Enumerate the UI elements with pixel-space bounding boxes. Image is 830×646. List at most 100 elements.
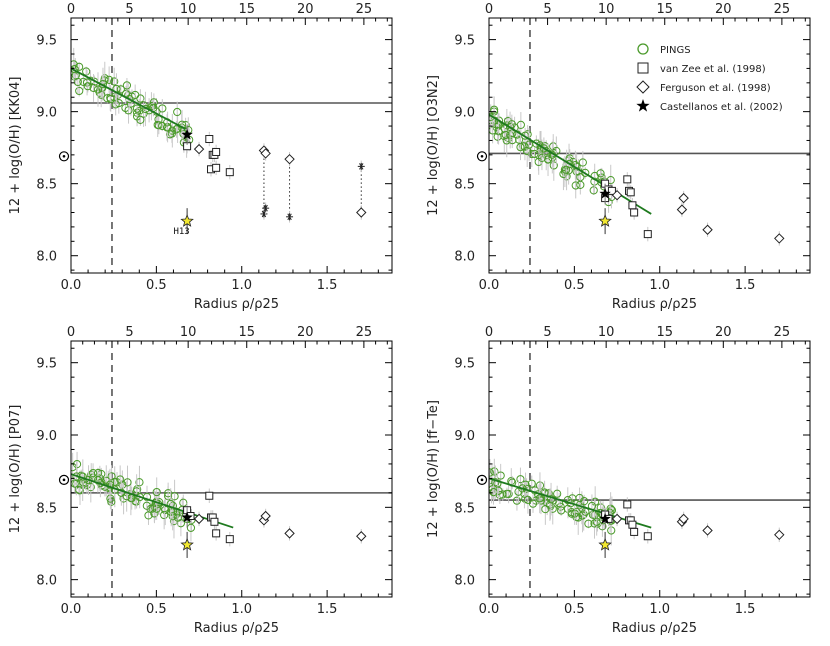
solar-symbol-icon <box>476 151 488 162</box>
y-tick-label: 8.0 <box>36 574 57 589</box>
ferguson-point <box>260 148 271 159</box>
pings-point <box>584 519 593 528</box>
x-axis-label: Radius ρ/ρ25 <box>612 621 697 636</box>
pings-point <box>82 78 92 87</box>
pings-point <box>75 62 84 71</box>
top-tick-label: 20 <box>715 325 732 340</box>
pings-point <box>158 104 167 113</box>
pings-point <box>557 506 566 515</box>
van-zee-point <box>623 175 632 184</box>
pings-point <box>118 480 127 489</box>
pings-point <box>494 127 503 136</box>
pings-point <box>142 501 151 510</box>
top-tick-label: 10 <box>180 325 197 340</box>
pings-point <box>106 94 115 104</box>
top-tick-label: 20 <box>297 325 314 340</box>
solar-symbol-icon <box>480 478 484 482</box>
pings-point <box>537 153 547 162</box>
pings-point <box>93 85 103 94</box>
pings-point <box>516 143 525 152</box>
x-tick-label: 0.0 <box>61 602 82 617</box>
y-tick-label: 8.0 <box>454 574 475 589</box>
chart-panel-2: 0.0 0.5 1.0 1.5 0 5 10 15 20 25 8.0 8.5 9.0 9.5 12 + l… <box>426 2 811 312</box>
van-zee-point <box>212 163 221 172</box>
top-tick-label: 0 <box>67 2 75 17</box>
legend-label: van Zee et al. (1998) <box>660 64 766 75</box>
pings-point <box>524 140 534 149</box>
legend-diamond-icon <box>636 80 650 94</box>
legend-star-icon <box>636 99 650 112</box>
castellanos-star <box>181 511 193 523</box>
top-tick-label: 20 <box>715 2 732 17</box>
pings-point <box>589 186 598 195</box>
pings-point <box>552 146 561 156</box>
top-tick-label: 15 <box>656 2 673 17</box>
pings-point <box>158 121 167 131</box>
pings-point <box>571 181 580 190</box>
legend-label: PINGS <box>660 45 691 56</box>
ferguson-point <box>676 204 688 215</box>
gradient-fit-line <box>489 477 652 529</box>
pings-point <box>523 495 533 505</box>
top-tick-label: 15 <box>238 2 255 17</box>
x-tick-label: 0.5 <box>564 278 585 293</box>
pings-point <box>590 519 599 528</box>
castellanos-star <box>599 187 611 199</box>
plot-area <box>71 18 392 273</box>
chart-panel-4: 0.0 0.5 1.0 1.5 0 5 10 15 20 25 8.0 8.5 9.0 9.5 12 + l… <box>426 325 811 636</box>
top-tick-label: 25 <box>774 2 791 17</box>
pings-point <box>131 90 140 100</box>
top-tick-label: 20 <box>297 2 314 17</box>
van-zee-point <box>643 532 652 541</box>
y-tick-label: 9.5 <box>36 34 57 49</box>
pings-point <box>561 165 571 174</box>
pings-point <box>110 77 119 86</box>
y-tick-label: 9.0 <box>454 106 475 121</box>
x-tick-label: 1.0 <box>231 602 252 617</box>
legend: PINGS van Zee et al. (1998) Ferguson et al… <box>636 43 783 113</box>
ferguson-point <box>193 513 205 525</box>
pings-point <box>501 130 510 140</box>
y-tick-label: 8.5 <box>36 501 57 516</box>
top-tick-label: 5 <box>125 325 133 340</box>
pings-point <box>541 505 550 514</box>
x-axis-label: Radius ρ/ρ25 <box>194 621 279 636</box>
pings-point <box>150 509 159 518</box>
x-tick-label: 1.5 <box>735 602 756 617</box>
pings-point <box>105 480 115 489</box>
van-zee-point <box>205 491 214 500</box>
pings-point <box>493 132 502 141</box>
y-axis-label: 12 + log(O/H) [ff−Te] <box>426 400 441 538</box>
pings-point <box>94 468 103 478</box>
pings-point <box>581 168 590 177</box>
x-tick-label: 0.5 <box>564 602 585 617</box>
pings-point <box>489 468 494 477</box>
ferguson-point <box>260 510 271 522</box>
pings-point <box>516 120 525 130</box>
pings-point <box>535 494 544 503</box>
x-tick-label: 1.0 <box>649 602 670 617</box>
pings-point <box>165 130 175 139</box>
pings-point <box>575 493 584 503</box>
pings-point <box>186 523 196 532</box>
van-zee-point <box>212 147 221 156</box>
ferguson-point <box>678 513 689 525</box>
y-tick-label: 8.0 <box>454 250 475 265</box>
plot-frame <box>70 17 393 274</box>
van-zee-point <box>225 535 234 544</box>
pings-point <box>539 144 548 153</box>
ferguson-point <box>193 143 205 155</box>
yellow-star <box>180 537 194 551</box>
x-axis-label: Radius ρ/ρ25 <box>612 297 697 312</box>
pings-point <box>164 489 173 498</box>
top-tick-label: 0 <box>67 325 75 340</box>
y-tick-label: 8.5 <box>36 178 57 193</box>
pings-point <box>559 169 568 179</box>
y-tick-label: 9.0 <box>36 429 57 444</box>
pings-point <box>553 489 562 498</box>
ferguson-point <box>774 529 785 541</box>
x-tick-label: 1.5 <box>317 602 338 617</box>
gradient-fit-line <box>71 67 186 130</box>
y-tick-label: 8.5 <box>454 178 475 193</box>
pings-point <box>73 77 82 87</box>
